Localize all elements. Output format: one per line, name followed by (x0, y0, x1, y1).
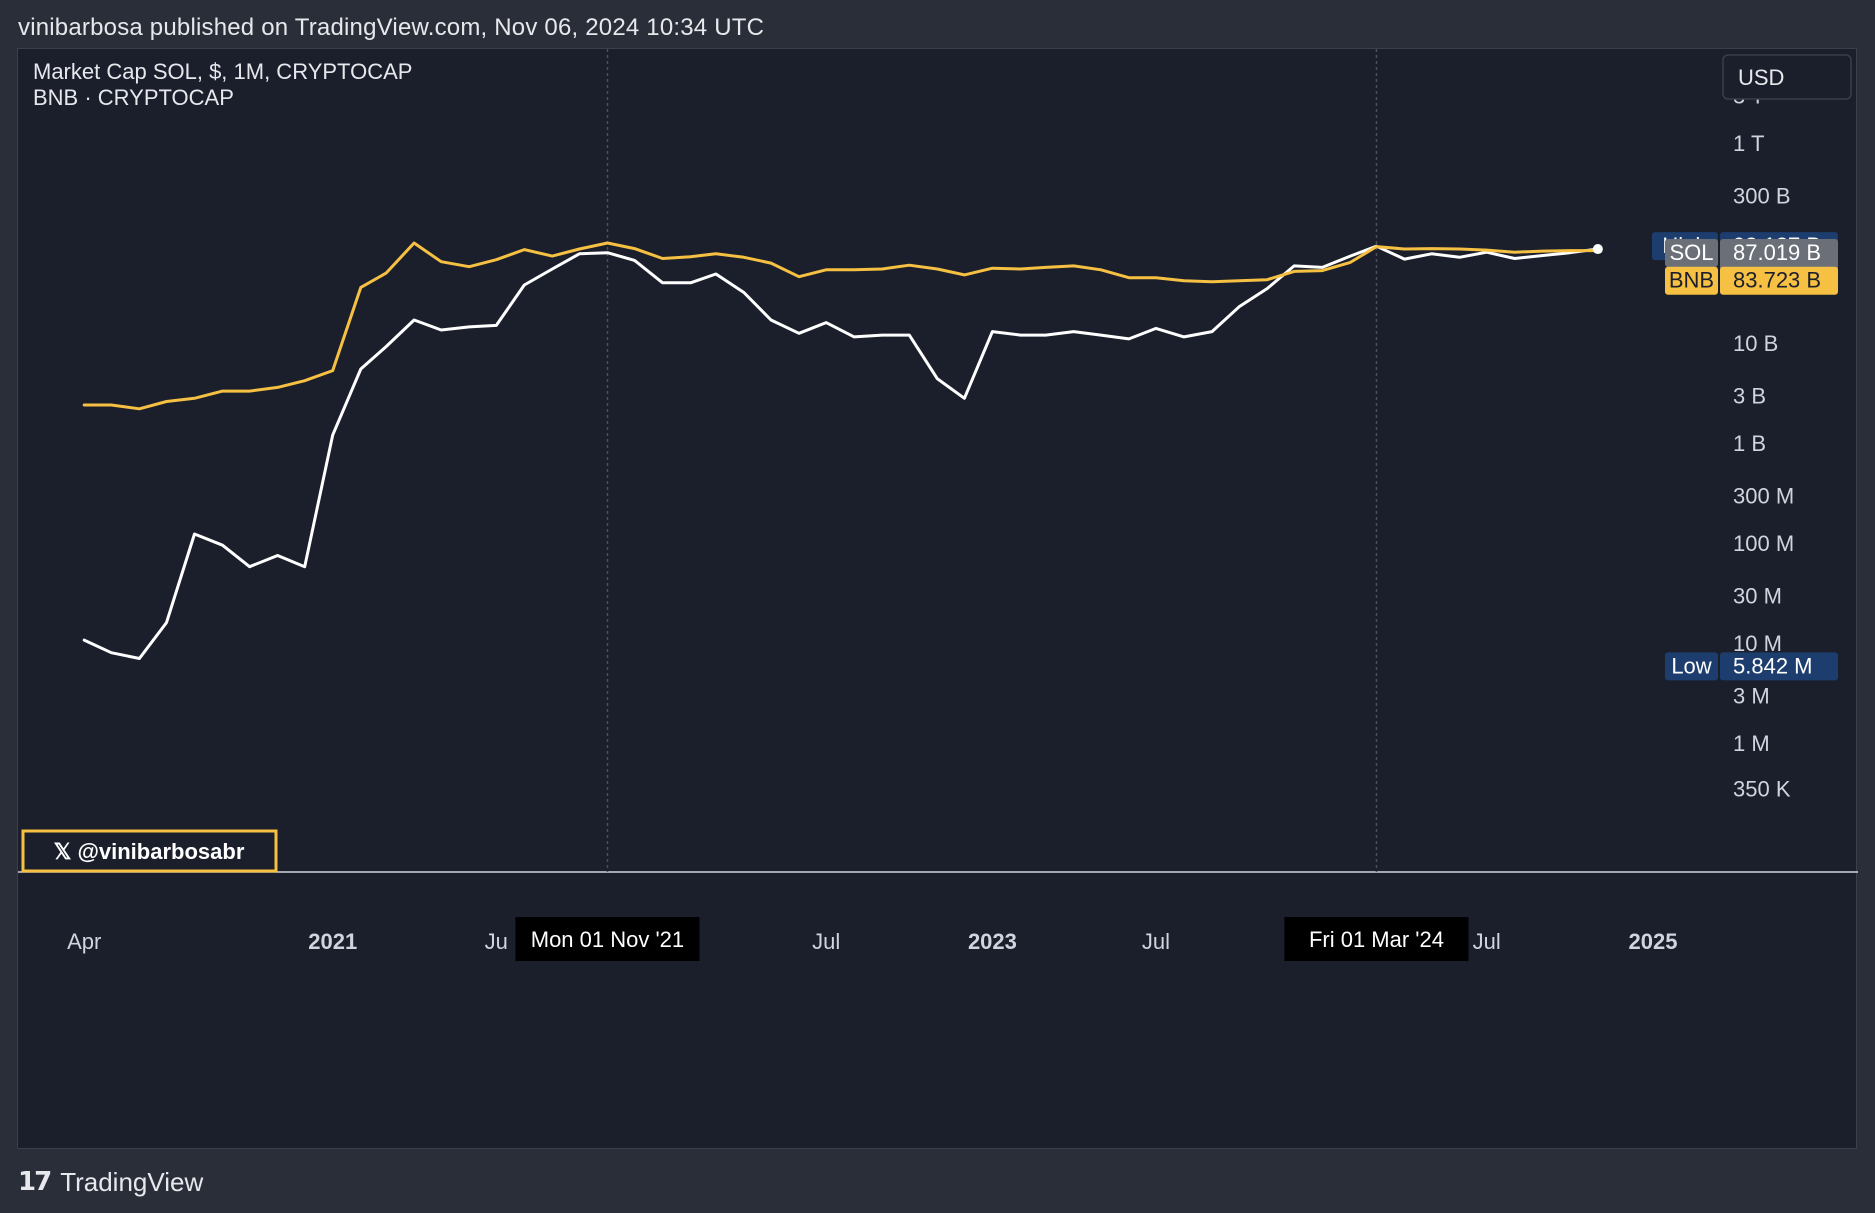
badge-tag-sol: SOL (1669, 240, 1713, 265)
tradingview-logo-icon: 𝟭𝟳 (18, 1167, 52, 1197)
crosshair-date-box (1284, 917, 1469, 961)
currency-button-label: USD (1738, 65, 1784, 90)
y-tick-label: 1 T (1733, 131, 1764, 156)
y-tick-label: 100 M (1733, 531, 1794, 556)
y-tick-label: 30 M (1733, 583, 1782, 608)
series-line-sol (82, 244, 1600, 660)
watermark-text: 𝕏 @vinibarbosabr (54, 839, 245, 864)
watermark-box (21, 829, 278, 873)
currency-button (1722, 54, 1852, 100)
badge-tag-bnb: BNB (1669, 268, 1714, 293)
publish-header: vinibarbosa published on TradingView.com… (18, 14, 765, 41)
badge-value-box (1720, 266, 1838, 295)
badge-value-box (1720, 652, 1838, 681)
x-tick-label: Jul (1473, 929, 1501, 954)
y-tick-label: 3 B (1733, 383, 1766, 408)
x-tick-label: 2025 (1629, 929, 1678, 954)
badge-value-bnb: 83.723 B (1733, 268, 1821, 293)
y-tick-label: 1 B (1733, 431, 1766, 456)
x-tick-label: 2021 (308, 929, 357, 954)
badge-tag-box (1665, 652, 1718, 681)
x-tick-label: Jul (812, 929, 840, 954)
chart-subtitle: BNB · CRYPTOCAP (33, 85, 234, 110)
y-tick-label: 300 M (1733, 483, 1794, 508)
x-tick-label: Ju (485, 929, 508, 954)
crosshair-date-box (515, 917, 700, 961)
badge-value-sol: 87.019 B (1733, 240, 1821, 265)
y-tick-label: 1 M (1733, 731, 1770, 756)
y-tick-label: 10 M (1733, 631, 1782, 656)
y-tick-label: 10 B (1733, 331, 1778, 356)
badge-tag-box (1665, 239, 1718, 268)
badge-value-low: 5.842 M (1733, 653, 1813, 678)
y-tick-label: 350 K (1733, 777, 1791, 802)
y-tick-label: 300 B (1733, 183, 1791, 208)
crosshair-date-label: Fri 01 Mar '24 (1309, 927, 1444, 952)
footer-brand: TradingView (60, 1166, 204, 1197)
series-line-bnb (82, 241, 1600, 411)
x-tick-label: Jul (1142, 929, 1170, 954)
crosshair-date-label: Mon 01 Nov '21 (531, 927, 684, 952)
x-tick-label: Apr (67, 929, 101, 954)
x-tick-label: 2023 (968, 929, 1017, 954)
footer: 𝟭𝟳 TradingView (18, 1164, 203, 1200)
chart-title: Market Cap SOL, $, 1M, CRYPTOCAP (33, 59, 412, 84)
badge-tag-low: Low (1671, 653, 1711, 678)
sol-last-point-marker (1592, 244, 1603, 255)
badge-tag-box (1665, 266, 1718, 295)
y-tick-label: 3 M (1733, 683, 1770, 708)
